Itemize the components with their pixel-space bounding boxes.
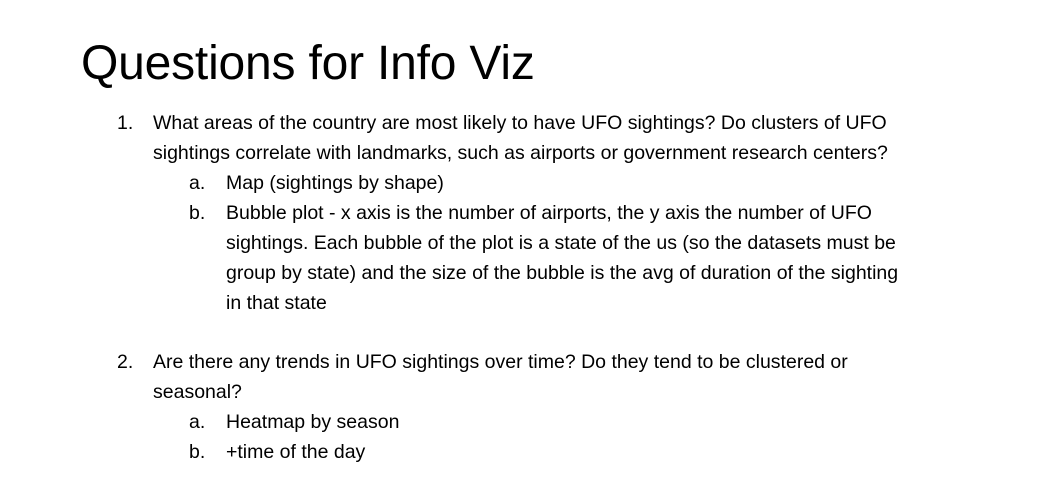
question-1-number: 1. [117,112,134,134]
question-1-item-a-text: Map (sightings by shape) [226,172,444,194]
question-2-item-a-letter: a. [189,411,206,433]
question-1-item-b-line-3: group by state) and the size of the bubb… [0,258,1050,288]
question-1-item-b-text-line: Bubble plot - x axis is the number of ai… [226,202,872,224]
question-1-line-1: 1. What areas of the country are most li… [0,108,1050,138]
question-2-item-b-letter: b. [189,441,206,463]
question-1-item-a: a. Map (sightings by shape) [0,168,1050,198]
question-2-item-a-text: Heatmap by season [226,411,400,433]
question-1-item-a-letter: a. [189,172,206,194]
question-1-item-b-text-line: in that state [226,292,327,314]
question-1-item-b-line-4: in that state [0,288,1050,318]
question-2-number: 2. [117,351,134,373]
question-1-item-b-text-line: group by state) and the size of the bubb… [226,262,899,284]
question-2-item-b-text: +time of the day [226,441,366,463]
question-1-item-b-letter: b. [189,202,206,224]
question-1-item-b: b. Bubble plot - x axis is the number of… [0,198,1050,228]
question-2-line-1: 2. Are there any trends in UFO sightings… [0,347,1050,377]
page-title: Questions for Info Viz [81,37,535,90]
question-1-item-b-line-2: sightings. Each bubble of the plot is a … [0,228,1050,258]
question-1-item-b-text-line: sightings. Each bubble of the plot is a … [226,232,896,254]
question-2-text-line: seasonal? [153,381,242,403]
question-2-item-a: a. Heatmap by season [0,407,1050,437]
question-2-text-line: Are there any trends in UFO sightings ov… [153,351,848,373]
question-2-item-b: b. +time of the day [0,437,1050,467]
question-1: 1. What areas of the country are most li… [0,108,1050,318]
question-2: 2. Are there any trends in UFO sightings… [0,347,1050,467]
question-1-text-line: sightings correlate with landmarks, such… [153,142,888,164]
question-1-line-2: sightings correlate with landmarks, such… [0,138,1050,168]
question-2-line-2: seasonal? [0,377,1050,407]
question-1-text-line: What areas of the country are most likel… [153,112,887,134]
